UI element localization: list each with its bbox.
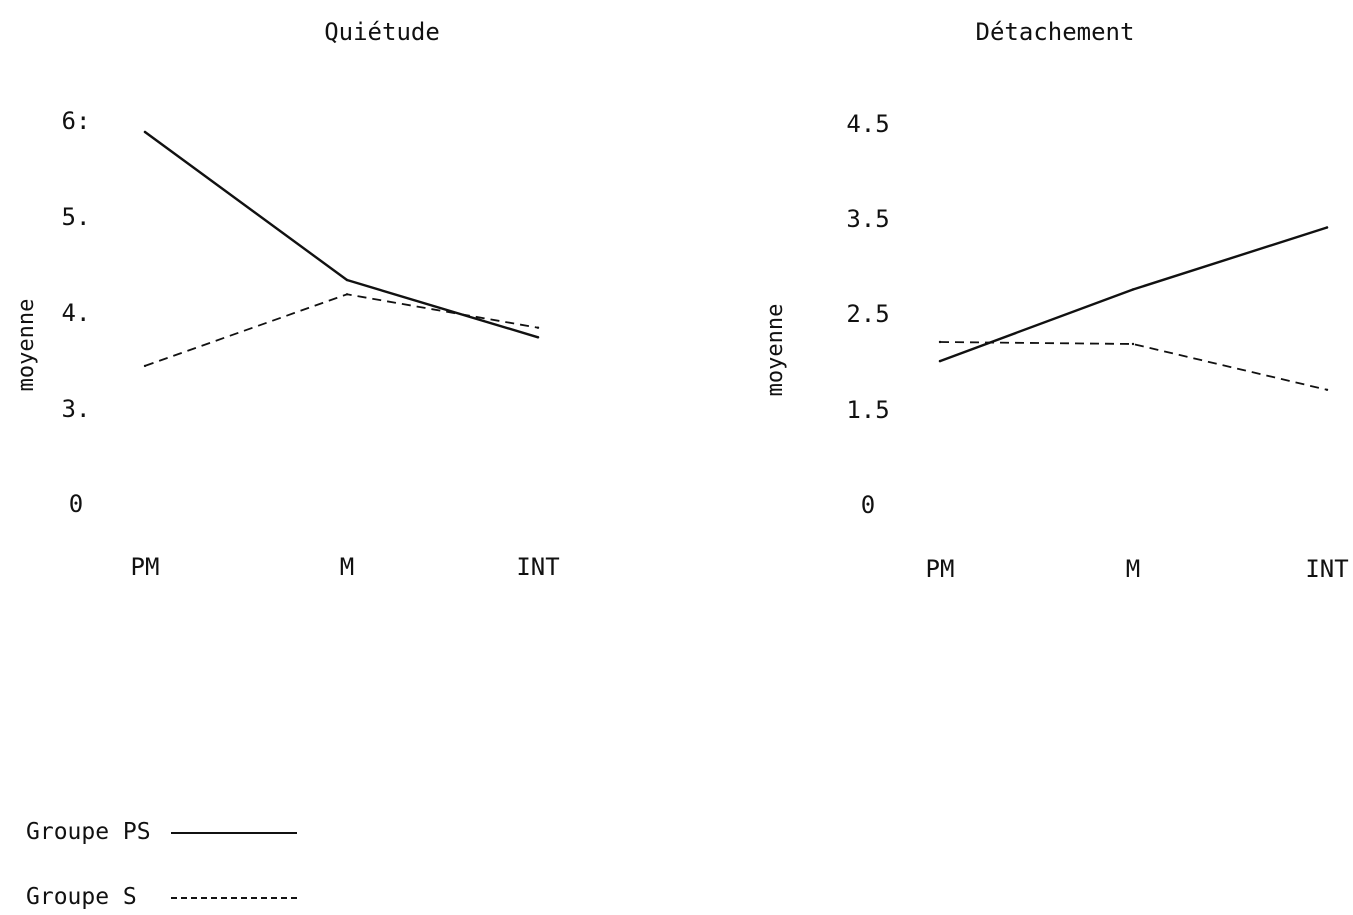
y-axis-label: moyenne: [14, 299, 39, 392]
y-tick-label: 4.: [62, 299, 91, 327]
data-point: [1131, 342, 1135, 346]
chart-title: Détachement: [976, 18, 1135, 46]
legend-swatch-solid: [171, 832, 297, 834]
series-line-groupe-ps: [938, 226, 1329, 363]
x-tick-label: M: [1126, 555, 1140, 583]
x-tick-label: INT: [1305, 555, 1348, 583]
data-point: [143, 364, 147, 368]
legend-item-groupe-ps: Groupe PS: [26, 818, 297, 846]
y-tick-label: 0: [69, 490, 83, 518]
legend-item-groupe-s: Groupe S: [26, 883, 297, 911]
legend-label: Groupe S: [26, 884, 137, 910]
data-point: [536, 326, 540, 329]
series-line-groupe-ps: [143, 130, 540, 339]
y-tick-label: 3.5: [846, 205, 889, 233]
x-tick-label: PM: [926, 555, 955, 583]
legend-swatch-dashed: [171, 897, 297, 899]
x-tick-label: INT: [516, 553, 559, 581]
data-point: [938, 340, 942, 344]
y-tick-label: 3.: [62, 395, 91, 423]
data-point: [345, 278, 349, 282]
x-tick-label: M: [340, 553, 354, 581]
chart-title: Quiétude: [324, 18, 440, 46]
series-line-groupe-s: [144, 293, 539, 367]
data-point: [1325, 226, 1329, 229]
y-tick-label: 5.: [62, 203, 91, 231]
series-line-groupe-s: [939, 341, 1328, 391]
y-tick-label: 6:: [62, 107, 91, 135]
data-point: [143, 130, 147, 134]
data-point: [536, 336, 540, 339]
y-tick-label: 1.5: [846, 396, 889, 424]
data-point: [1131, 288, 1135, 291]
data-point: [938, 359, 942, 363]
legend-label: Groupe PS: [26, 819, 151, 845]
data-point: [345, 293, 349, 296]
data-point: [1325, 388, 1329, 391]
y-tick-label: 0: [861, 491, 875, 519]
y-tick-label: 4.5: [846, 110, 889, 138]
y-tick-label: 2.5: [846, 300, 889, 328]
x-tick-label: PM: [131, 553, 160, 581]
y-axis-label: moyenne: [763, 304, 788, 397]
